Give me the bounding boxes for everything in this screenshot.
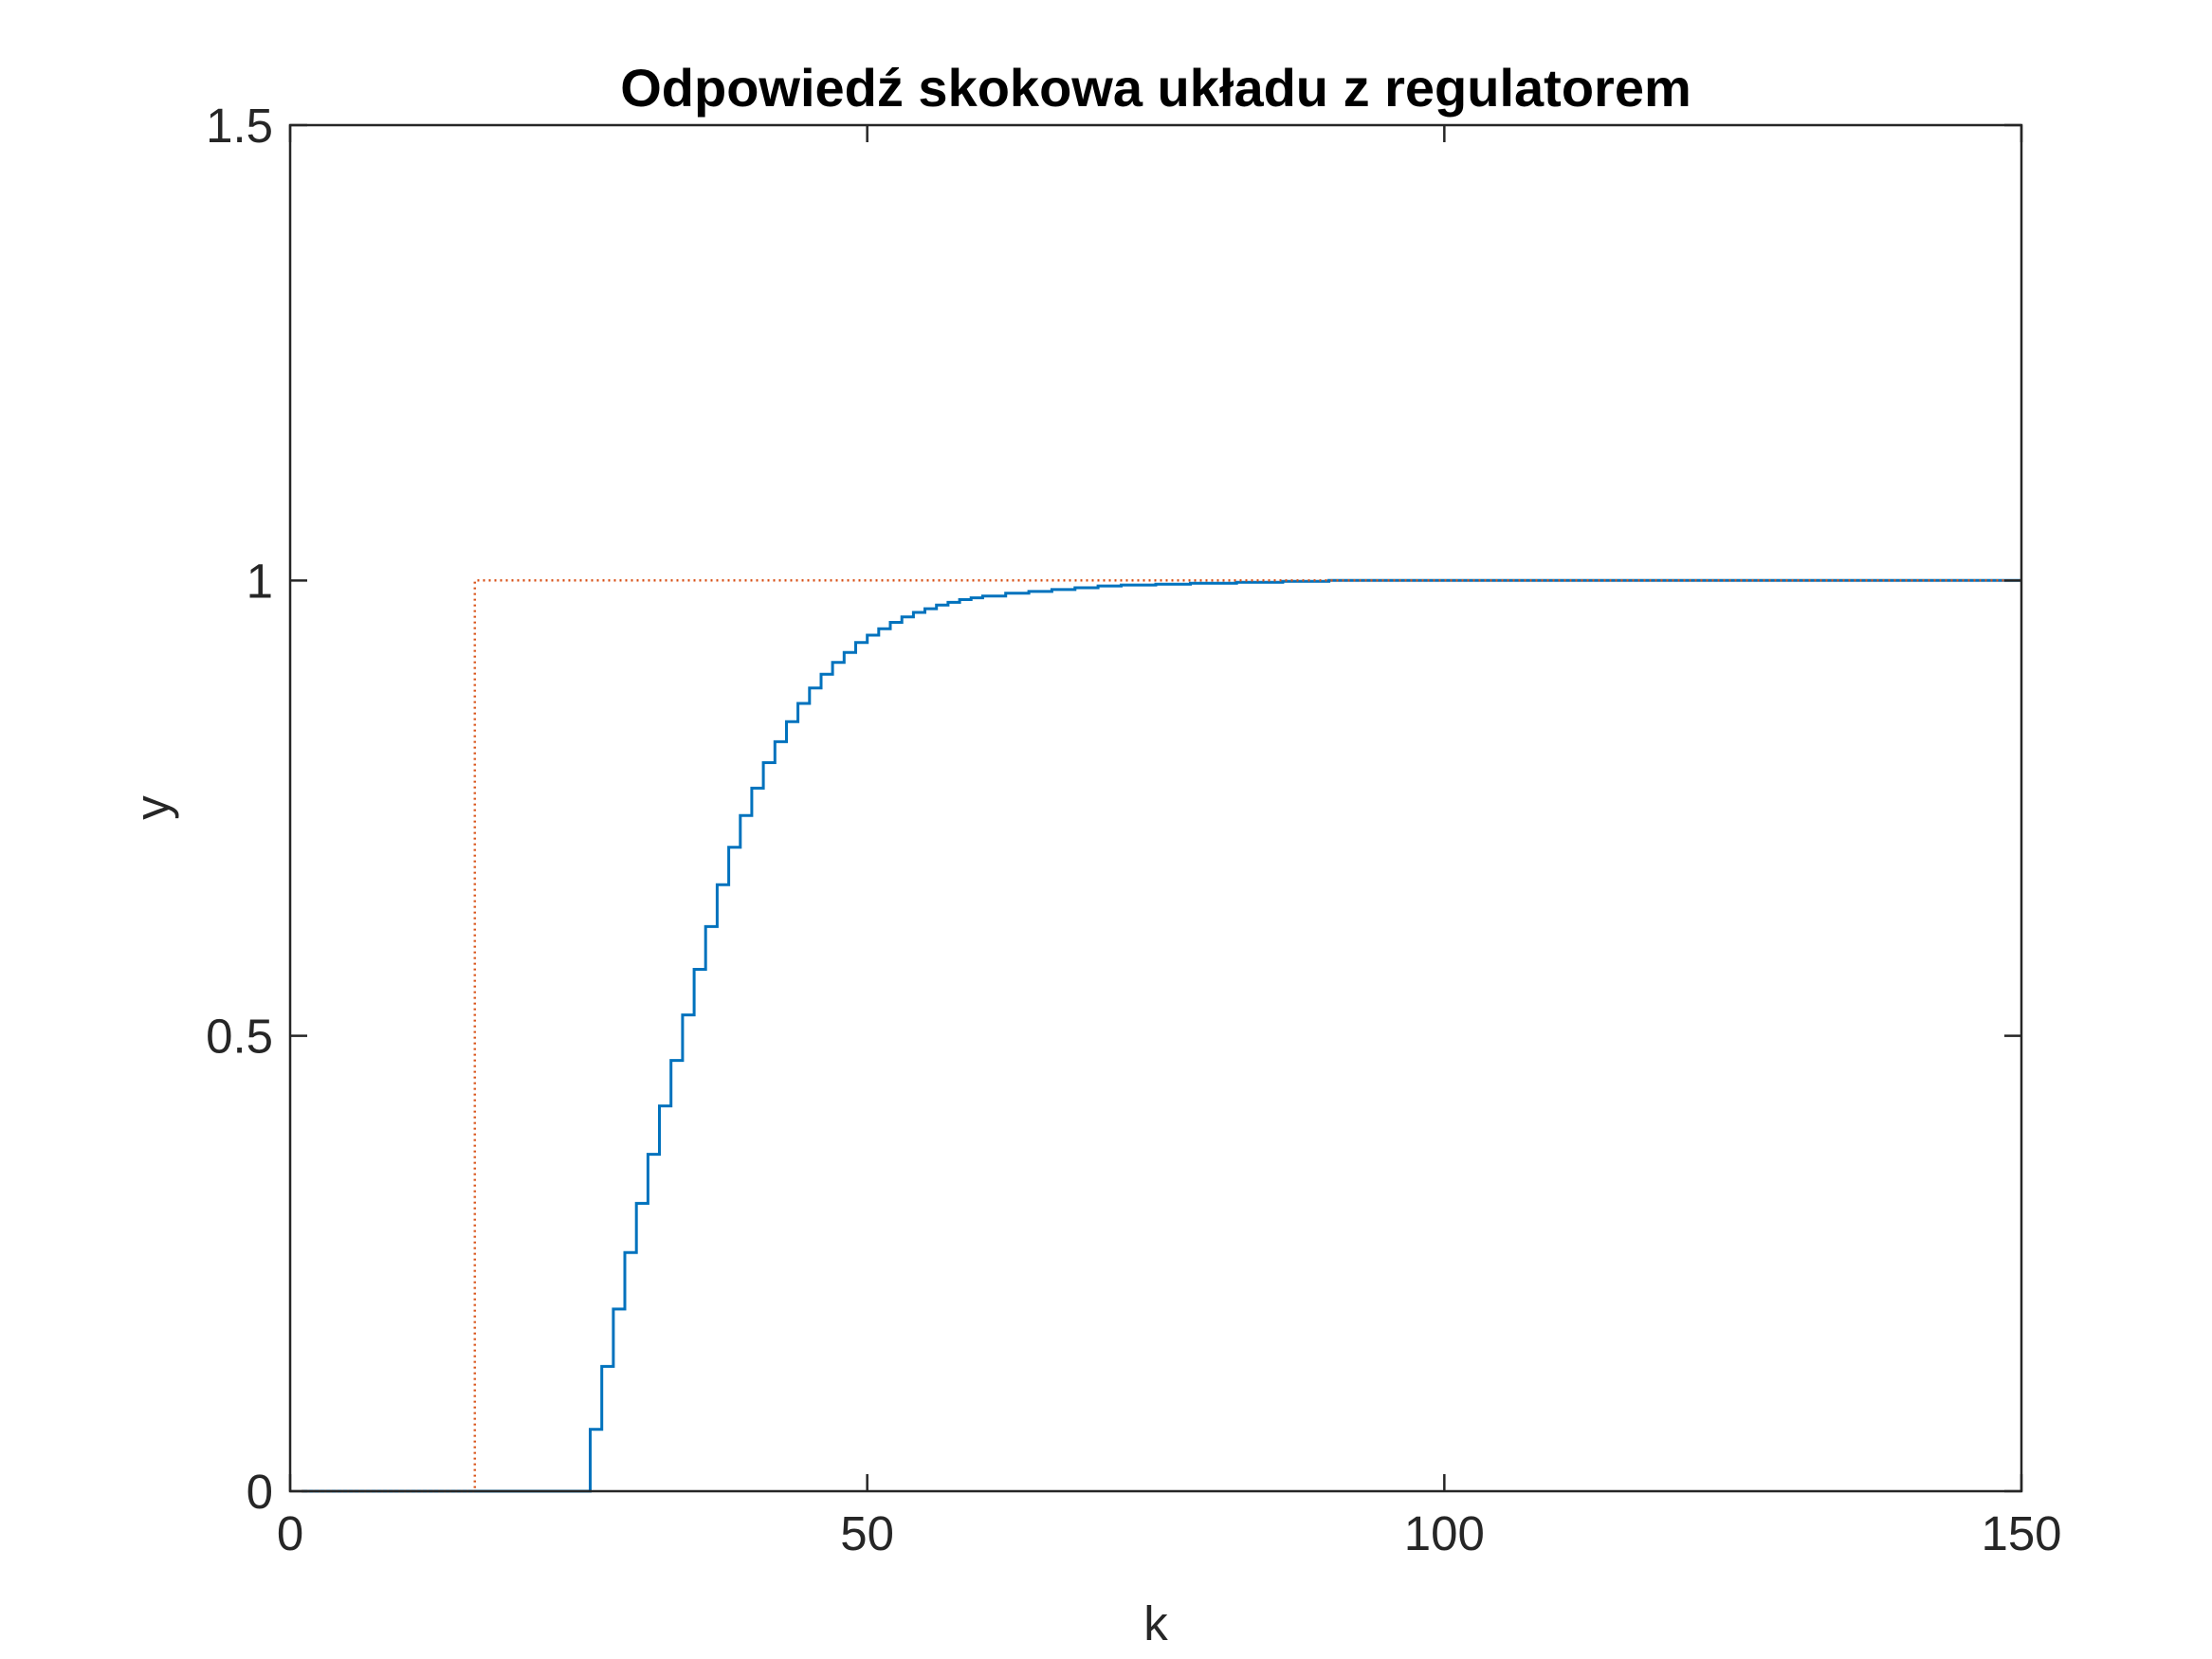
x-tick-label: 0 <box>277 1506 303 1560</box>
y-tick-label: 0.5 <box>206 1010 273 1064</box>
plot-area <box>290 125 2021 1491</box>
y-axis-label: y <box>125 795 179 820</box>
x-tick-label: 50 <box>840 1506 894 1560</box>
x-tick-label: 100 <box>1404 1506 1485 1560</box>
y-tick-label: 1 <box>247 554 273 608</box>
x-tick-label: 150 <box>1981 1506 2061 1560</box>
axes-layer: 0 50 100 150 0 0.5 1 1.5 <box>206 99 2061 1560</box>
chart-title: Odpowiedź skokowa układu z regulatorem <box>620 58 1691 118</box>
x-axis-label: k <box>1143 1596 1168 1650</box>
y-tick-label: 1.5 <box>206 99 273 153</box>
series-line-1 <box>302 578 2021 1493</box>
axes-box <box>288 123 2023 1493</box>
y-tick-label: 0 <box>247 1465 273 1519</box>
